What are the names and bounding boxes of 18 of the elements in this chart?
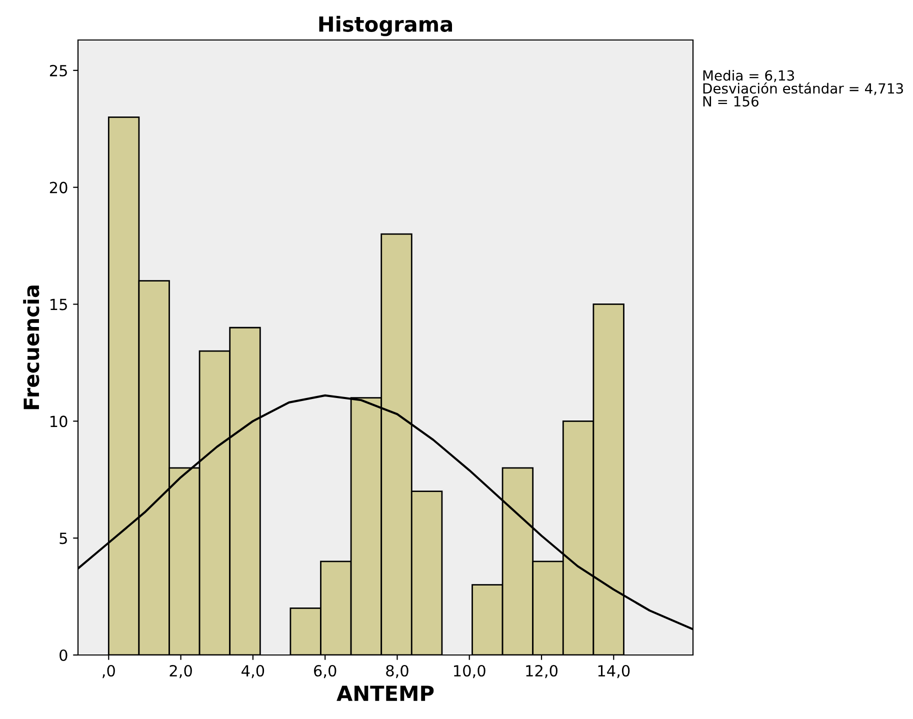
y-tick-label: 0 [60, 649, 68, 662]
y-tick-label: 25 [50, 64, 67, 76]
x-tick-label: 12,0 [526, 664, 558, 678]
x-tick-label: ,0 [102, 664, 115, 678]
x-tick-label: 2,0 [170, 664, 192, 678]
y-tick-label: 5 [60, 532, 67, 544]
x-axis-title: ANTEMP [336, 686, 434, 701]
x-tick-label: 6,0 [314, 664, 336, 678]
chart-title: Histograma [319, 16, 452, 36]
x-tick-label: 4,0 [242, 664, 264, 678]
x-tick-label: 14,0 [598, 664, 630, 678]
x-tick-label: 10,0 [454, 664, 486, 678]
y-tick-label: 10 [50, 416, 68, 428]
y-tick-label: 15 [50, 298, 67, 310]
text: Media = 6,13 Desviación estándar = 4,713 N = 156 [703, 70, 903, 107]
x-tick-label: 8,0 [386, 664, 408, 678]
y-tick-label: 20 [50, 182, 68, 194]
y-axis-title: Frecuencia [23, 286, 40, 410]
